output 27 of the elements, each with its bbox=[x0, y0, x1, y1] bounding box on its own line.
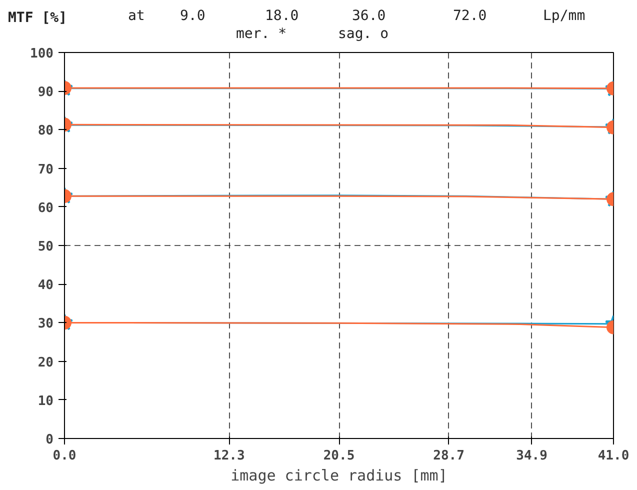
y-tick-label: 60 bbox=[38, 200, 54, 216]
x-tick-label: 34.9 bbox=[516, 448, 548, 464]
y-tick-label: 50 bbox=[38, 240, 54, 254]
y-tick-label: 0 bbox=[46, 432, 54, 448]
y-tick-label: 90 bbox=[38, 85, 54, 100]
y-tick-label: 30 bbox=[38, 316, 54, 332]
x-tick-label: 0.0 bbox=[52, 448, 76, 464]
text: mer. * bbox=[236, 25, 287, 44]
x-tick-label: 20.5 bbox=[323, 448, 355, 464]
x-tick-label: 28.7 bbox=[433, 448, 464, 464]
text: Lp/mm bbox=[543, 7, 586, 26]
text: 72.0 bbox=[453, 7, 487, 26]
y-tick-label: 20 bbox=[38, 355, 54, 370]
y-axis-title: MTF [%] bbox=[8, 9, 68, 28]
x-tick-label: 12.3 bbox=[214, 448, 245, 464]
y-tick-label: 70 bbox=[38, 162, 54, 178]
y-tick-label: 10 bbox=[38, 394, 54, 409]
x-tick-label: 41.0 bbox=[598, 448, 630, 464]
y-tick-label: 80 bbox=[38, 124, 54, 139]
text: 9.0 bbox=[180, 7, 206, 26]
x-axis-title: image circle radius [mm] bbox=[230, 466, 448, 484]
y-tick-label: 100 bbox=[30, 46, 54, 62]
text: at bbox=[128, 7, 145, 26]
text: 36.0 bbox=[352, 7, 386, 26]
text: 18.0 bbox=[265, 7, 299, 26]
text: sag. o bbox=[338, 25, 389, 44]
y-tick-label: 40 bbox=[38, 278, 54, 294]
